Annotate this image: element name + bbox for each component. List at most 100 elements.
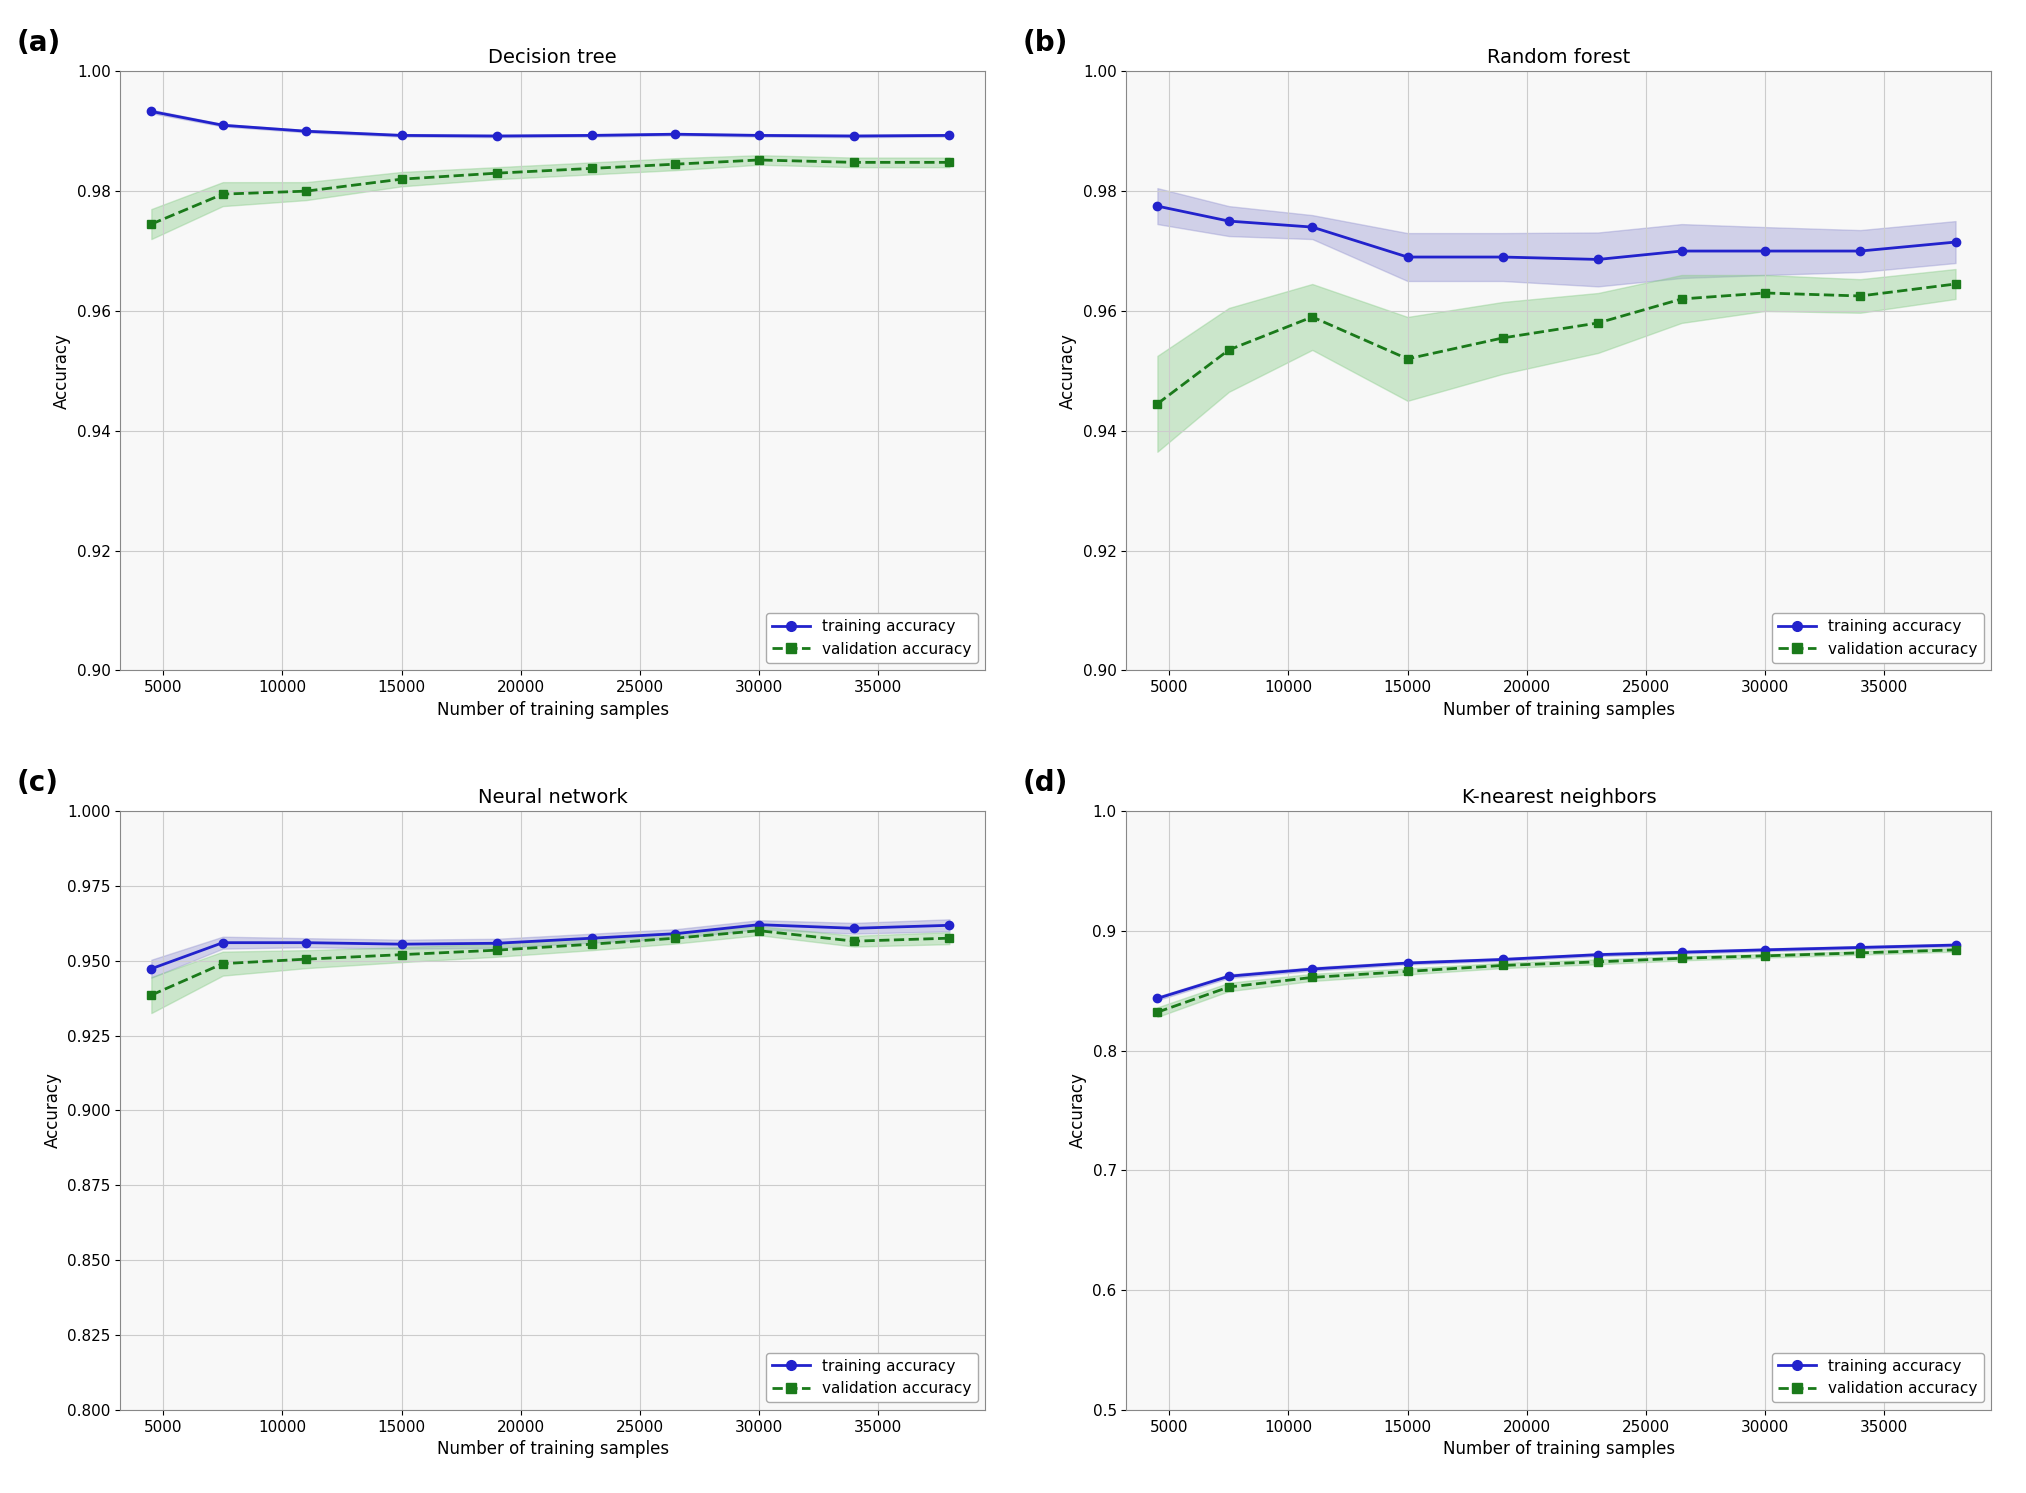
training accuracy: [1669, 242, 1694, 260]
validation accuracy: [579, 935, 604, 953]
Line: training accuracy: training accuracy: [1153, 202, 1959, 264]
Text: (c): (c): [16, 769, 59, 797]
validation accuracy: [211, 185, 235, 203]
training accuracy: [938, 127, 962, 145]
training accuracy: [663, 924, 687, 942]
training accuracy: [1218, 967, 1242, 985]
validation accuracy: [1752, 947, 1777, 964]
validation accuracy: [1586, 953, 1611, 970]
Title: Decision tree: Decision tree: [488, 48, 618, 67]
training accuracy: [1491, 951, 1515, 969]
training accuracy: [1586, 251, 1611, 269]
Legend: training accuracy, validation accuracy: training accuracy, validation accuracy: [766, 1353, 979, 1402]
validation accuracy: [843, 932, 867, 950]
training accuracy: [389, 127, 413, 145]
Line: validation accuracy: validation accuracy: [1153, 279, 1959, 408]
validation accuracy: [663, 155, 687, 173]
Legend: training accuracy, validation accuracy: training accuracy, validation accuracy: [1771, 614, 1983, 663]
Line: training accuracy: training accuracy: [148, 921, 954, 973]
training accuracy: [294, 933, 318, 951]
Text: (d): (d): [1023, 769, 1068, 797]
validation accuracy: [938, 154, 962, 172]
validation accuracy: [484, 941, 509, 959]
validation accuracy: [211, 954, 235, 972]
validation accuracy: [1396, 349, 1420, 367]
training accuracy: [1301, 960, 1325, 978]
validation accuracy: [1301, 308, 1325, 325]
training accuracy: [1848, 939, 1872, 957]
validation accuracy: [1301, 969, 1325, 987]
X-axis label: Number of training samples: Number of training samples: [1443, 1441, 1676, 1459]
validation accuracy: [140, 987, 164, 1005]
Text: (b): (b): [1023, 30, 1068, 57]
training accuracy: [579, 929, 604, 947]
validation accuracy: [1396, 963, 1420, 981]
training accuracy: [211, 116, 235, 134]
Y-axis label: Accuracy: Accuracy: [1060, 333, 1078, 409]
validation accuracy: [748, 151, 772, 169]
validation accuracy: [843, 154, 867, 172]
training accuracy: [1396, 954, 1420, 972]
validation accuracy: [1669, 950, 1694, 967]
training accuracy: [579, 127, 604, 145]
Line: training accuracy: training accuracy: [1153, 941, 1959, 1003]
Line: validation accuracy: validation accuracy: [148, 927, 954, 999]
validation accuracy: [1848, 944, 1872, 961]
training accuracy: [748, 915, 772, 933]
training accuracy: [1218, 212, 1242, 230]
training accuracy: [938, 917, 962, 935]
training accuracy: [843, 127, 867, 145]
validation accuracy: [1145, 394, 1169, 412]
validation accuracy: [748, 921, 772, 939]
Title: Neural network: Neural network: [478, 787, 628, 806]
validation accuracy: [1669, 290, 1694, 308]
validation accuracy: [1491, 957, 1515, 975]
validation accuracy: [294, 182, 318, 200]
training accuracy: [1301, 218, 1325, 236]
training accuracy: [748, 127, 772, 145]
Title: K-nearest neighbors: K-nearest neighbors: [1461, 787, 1655, 806]
training accuracy: [1145, 197, 1169, 215]
training accuracy: [294, 122, 318, 140]
Legend: training accuracy, validation accuracy: training accuracy, validation accuracy: [1771, 1353, 1983, 1402]
validation accuracy: [1848, 287, 1872, 305]
training accuracy: [484, 127, 509, 145]
training accuracy: [1145, 990, 1169, 1008]
validation accuracy: [389, 170, 413, 188]
training accuracy: [484, 935, 509, 953]
Y-axis label: Accuracy: Accuracy: [45, 1072, 61, 1148]
validation accuracy: [1752, 284, 1777, 302]
training accuracy: [1396, 248, 1420, 266]
validation accuracy: [1943, 941, 1967, 959]
training accuracy: [1752, 242, 1777, 260]
Legend: training accuracy, validation accuracy: training accuracy, validation accuracy: [766, 614, 979, 663]
validation accuracy: [1218, 340, 1242, 358]
training accuracy: [1848, 242, 1872, 260]
training accuracy: [1491, 248, 1515, 266]
validation accuracy: [579, 160, 604, 178]
training accuracy: [1586, 945, 1611, 963]
training accuracy: [211, 933, 235, 951]
Y-axis label: Accuracy: Accuracy: [1070, 1072, 1086, 1148]
training accuracy: [140, 960, 164, 978]
validation accuracy: [140, 215, 164, 233]
validation accuracy: [938, 929, 962, 947]
validation accuracy: [1491, 328, 1515, 346]
X-axis label: Number of training samples: Number of training samples: [438, 700, 669, 718]
training accuracy: [1669, 944, 1694, 961]
Title: Random forest: Random forest: [1487, 48, 1631, 67]
validation accuracy: [663, 929, 687, 947]
training accuracy: [1943, 936, 1967, 954]
validation accuracy: [294, 950, 318, 967]
validation accuracy: [1218, 978, 1242, 996]
validation accuracy: [1145, 1003, 1169, 1021]
X-axis label: Number of training samples: Number of training samples: [1443, 700, 1676, 718]
Line: training accuracy: training accuracy: [148, 107, 954, 140]
validation accuracy: [484, 164, 509, 182]
Text: (a): (a): [16, 30, 61, 57]
Y-axis label: Accuracy: Accuracy: [53, 333, 71, 409]
training accuracy: [389, 935, 413, 953]
Line: validation accuracy: validation accuracy: [148, 155, 954, 228]
training accuracy: [1752, 941, 1777, 959]
X-axis label: Number of training samples: Number of training samples: [438, 1441, 669, 1459]
